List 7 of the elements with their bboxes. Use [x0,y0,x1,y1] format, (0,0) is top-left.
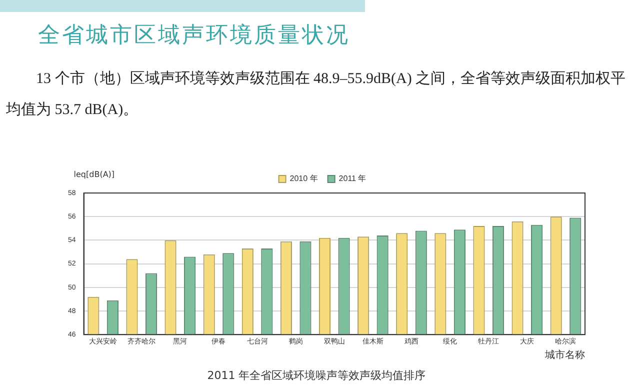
x-axis-title: 城市名称 [544,348,585,361]
legend-label: 2011 年 [338,174,366,184]
chart-subtitle: 13 个市（地）区域声环境等效声级范围在 48.9–55.9dB(A) 之间，全省等效声级面积加权平均值为 53.7 dB(A)。 [6,69,627,120]
y-axis-title: leq[dB(A)] [74,170,115,180]
text: 2011 年全省区域环境噪声等效声级均值排序 [206,368,427,383]
legend-label: 2010 年 [290,174,318,184]
chart-title: 全省城市区域声环境质量状况 [38,22,350,50]
